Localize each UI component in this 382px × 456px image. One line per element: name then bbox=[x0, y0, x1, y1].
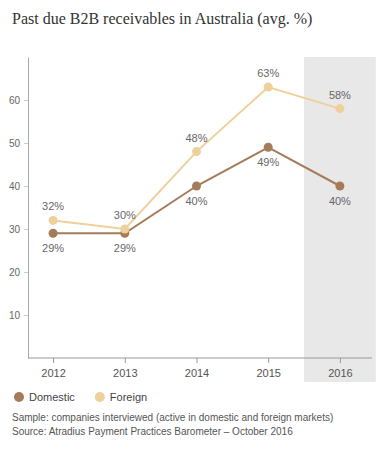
x-axis: 2012 2013 2014 2015 2016 bbox=[28, 358, 372, 379]
x-tick: 2013 bbox=[113, 358, 137, 379]
y-axis-line bbox=[28, 58, 29, 359]
data-label: 30% bbox=[114, 209, 136, 221]
x-axis-line bbox=[28, 358, 372, 359]
data-label: 58% bbox=[329, 89, 351, 101]
x-tick-label: 2014 bbox=[185, 367, 209, 379]
x-tick-label: 2016 bbox=[328, 367, 352, 379]
data-labels: 29% 29% 40% 49% 40% 32% 30% 48% 63% 58% bbox=[42, 67, 351, 254]
y-tick-mark bbox=[24, 315, 28, 316]
x-tick: 2014 bbox=[185, 358, 209, 379]
annotation: Sample: companies interviewed (active in… bbox=[12, 412, 333, 423]
data-label: 49% bbox=[257, 156, 279, 168]
y-tick-mark bbox=[24, 100, 28, 101]
legend-label: Domestic bbox=[29, 391, 75, 403]
series-marker bbox=[264, 83, 273, 92]
x-tick-mark bbox=[53, 358, 54, 363]
x-tick-label: 2012 bbox=[41, 367, 65, 379]
y-tick: 30 bbox=[9, 224, 28, 235]
y-tick: 40 bbox=[9, 181, 28, 192]
title: Past due B2B receivables in Australia (a… bbox=[12, 10, 312, 28]
x-tick-label: 2015 bbox=[256, 367, 280, 379]
data-label: 32% bbox=[42, 200, 64, 212]
series-marker bbox=[192, 182, 201, 191]
y-tick-mark bbox=[24, 229, 28, 230]
series-marker bbox=[120, 225, 129, 234]
y-tick-label: 50 bbox=[9, 138, 21, 149]
series-marker bbox=[264, 143, 273, 152]
series-line bbox=[53, 87, 340, 229]
x-tick: 2016 bbox=[328, 358, 352, 379]
y-tick: 10 bbox=[9, 310, 28, 321]
series-marker bbox=[335, 104, 344, 113]
y-tick-label: 40 bbox=[9, 181, 21, 192]
x-tick: 2015 bbox=[256, 358, 280, 379]
x-tick: 2012 bbox=[41, 358, 65, 379]
legend-label: Foreign bbox=[110, 391, 147, 403]
data-label: 29% bbox=[42, 242, 64, 254]
x-tick-label: 2013 bbox=[113, 367, 137, 379]
legend-swatch bbox=[14, 392, 24, 402]
y-tick: 60 bbox=[9, 95, 28, 106]
y-tick: 20 bbox=[9, 267, 28, 278]
chart: Past due B2B receivables in Australia (a… bbox=[0, 0, 382, 456]
data-label: 40% bbox=[185, 195, 207, 207]
series-marker bbox=[335, 182, 344, 191]
series-marker bbox=[49, 216, 58, 225]
y-tick-mark bbox=[24, 272, 28, 273]
y-tick-mark bbox=[24, 186, 28, 187]
series-marker bbox=[192, 147, 201, 156]
x-tick-mark bbox=[125, 358, 126, 363]
y-tick-label: 30 bbox=[9, 224, 21, 235]
y-tick-label: 10 bbox=[9, 310, 21, 321]
x-tick-mark bbox=[197, 358, 198, 363]
y-axis: 10 20 30 40 50 60 bbox=[9, 58, 29, 359]
highlight-band bbox=[304, 57, 376, 382]
y-tick-label: 60 bbox=[9, 95, 21, 106]
data-label: 29% bbox=[114, 242, 136, 254]
y-tick-label: 20 bbox=[9, 267, 21, 278]
y-tick-mark bbox=[24, 143, 28, 144]
data-label: 40% bbox=[329, 195, 351, 207]
data-label: 48% bbox=[185, 132, 207, 144]
x-tick-mark bbox=[340, 358, 341, 363]
data-label: 63% bbox=[257, 67, 279, 79]
x-tick-mark bbox=[268, 358, 269, 363]
series-line bbox=[53, 147, 340, 233]
series-marker bbox=[49, 229, 58, 238]
y-tick: 50 bbox=[9, 138, 28, 149]
legend-swatch bbox=[95, 392, 105, 402]
plot-marks bbox=[49, 83, 345, 238]
legend: Domestic Foreign bbox=[14, 391, 147, 403]
annotation: Source: Atradius Payment Practices Barom… bbox=[12, 426, 293, 437]
